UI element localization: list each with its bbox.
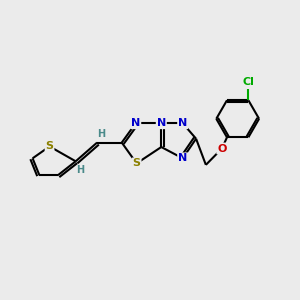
Text: O: O <box>217 143 226 154</box>
Text: Cl: Cl <box>242 77 254 87</box>
Text: S: S <box>133 158 141 168</box>
Text: S: S <box>46 141 53 152</box>
Text: H: H <box>98 129 106 139</box>
Text: N: N <box>178 153 187 163</box>
Text: N: N <box>178 118 187 128</box>
Text: H: H <box>76 165 84 175</box>
Text: N: N <box>157 118 166 128</box>
Text: N: N <box>131 118 140 128</box>
